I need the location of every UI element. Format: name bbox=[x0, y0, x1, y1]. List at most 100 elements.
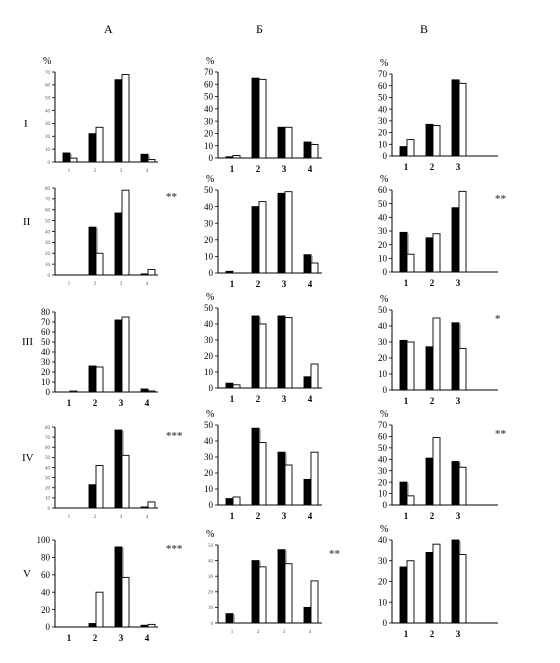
x-tick-label-б-i-2: 2 bbox=[256, 164, 261, 174]
y-tick-label-б-v-4: 40 bbox=[208, 559, 214, 564]
bar-в-iv-s2-c3 bbox=[458, 466, 467, 506]
bar-shade-в-ii-s1-c1 bbox=[407, 233, 409, 272]
x-tick-label-a-iii-2: 2 bbox=[93, 398, 98, 408]
x-tick-label-a-ii-4: 4 bbox=[146, 282, 149, 287]
column-header-b: Б bbox=[256, 22, 263, 36]
y-tick-label-a-iii-4: 40 bbox=[41, 347, 51, 357]
bar-б-i-s2-c1 bbox=[232, 155, 241, 159]
bar-б-iv-s2-c3 bbox=[284, 464, 293, 506]
bar-б-iii-s2-c1 bbox=[232, 384, 241, 389]
y-tick-label-в-iii-0: 0 bbox=[383, 385, 388, 395]
significance-в-iii: * bbox=[495, 313, 501, 325]
bar-б-v-s2-c3 bbox=[284, 563, 293, 624]
bar-б-iv-s1-c2 bbox=[251, 427, 260, 506]
bar-в-ii-s2-c3 bbox=[458, 190, 467, 273]
bar-в-i-s1-c2 bbox=[425, 123, 434, 157]
x-tick-label-a-iv-1: 1 bbox=[68, 515, 71, 520]
y-tick-label-б-iv-2: 20 bbox=[204, 468, 214, 478]
y-tick-label-a-iii-6: 60 bbox=[41, 327, 51, 337]
bar-в-ii-s1-c1 bbox=[399, 231, 408, 273]
bar-в-i-s2-c3 bbox=[458, 82, 467, 157]
x-tick-label-б-iii-4: 4 bbox=[308, 394, 313, 404]
bar-в-iv-s2-c1 bbox=[406, 495, 415, 506]
bar-б-v-s1-c2 bbox=[251, 560, 260, 624]
x-tick-label-в-iii-2: 2 bbox=[430, 396, 435, 406]
x-tick-label-a-v-3: 3 bbox=[119, 633, 124, 643]
x-tick-label-б-iv-3: 3 bbox=[282, 511, 287, 521]
y-tick-label-a-i-6: 60 bbox=[45, 84, 51, 89]
bar-б-v-s1-c3 bbox=[277, 549, 286, 624]
y-tick-label-a-ii-6: 60 bbox=[45, 209, 51, 214]
y-tick-label-в-v-3: 30 bbox=[378, 556, 388, 566]
y-tick-label-в-v-1: 10 bbox=[378, 597, 388, 607]
x-tick-label-a-i-2: 2 bbox=[94, 169, 97, 174]
bar-a-iii-s1-c4 bbox=[140, 388, 149, 393]
bar-б-iv-s1-c1 bbox=[225, 498, 234, 506]
y-tick-label-б-v-3: 30 bbox=[208, 575, 214, 580]
y-tick-label-б-i-2: 20 bbox=[204, 129, 214, 139]
y-tick-label-б-ii-5: 50 bbox=[204, 185, 214, 195]
bar-a-iv-s2-c3 bbox=[121, 454, 130, 509]
x-tick-label-в-ii-1: 1 bbox=[404, 278, 409, 288]
bar-б-i-s2-c3 bbox=[284, 126, 293, 159]
bar-a-iv-s2-c4 bbox=[147, 501, 156, 509]
y-tick-label-в-i-1: 10 bbox=[378, 139, 388, 149]
x-tick-label-a-ii-2: 2 bbox=[94, 282, 97, 287]
bar-в-iii-s1-c2 bbox=[425, 346, 434, 391]
bar-б-ii-s2-c3 bbox=[284, 191, 293, 274]
y-axis-label-б-v: % bbox=[206, 529, 214, 540]
x-tick-label-б-i-4: 4 bbox=[308, 164, 313, 174]
y-tick-label-в-i-4: 40 bbox=[378, 104, 388, 114]
x-tick-label-в-ii-2: 2 bbox=[430, 278, 435, 288]
y-tick-label-a-iii-0: 0 bbox=[46, 387, 51, 397]
y-tick-label-a-i-0: 0 bbox=[48, 161, 51, 166]
row-header-iv: IV bbox=[22, 452, 34, 464]
y-tick-label-б-ii-2: 20 bbox=[204, 235, 214, 245]
y-axis-label-в-iii: % bbox=[380, 294, 388, 305]
bar-a-v-s1-c4 bbox=[140, 624, 149, 628]
y-tick-label-в-ii-5: 50 bbox=[378, 199, 388, 209]
significance-a-v: *** bbox=[166, 543, 183, 555]
bar-б-v-s2-c2 bbox=[258, 566, 267, 624]
bar-a-i-s1-c2 bbox=[88, 133, 97, 163]
significance-в-iv: ** bbox=[495, 428, 507, 440]
y-tick-label-a-ii-1: 10 bbox=[45, 263, 51, 268]
x-tick-label-б-iii-2: 2 bbox=[256, 394, 261, 404]
y-tick-label-б-ii-1: 10 bbox=[204, 252, 214, 262]
y-tick-label-б-iv-0: 0 bbox=[209, 500, 214, 510]
bar-a-v-s1-c3 bbox=[114, 546, 123, 628]
y-tick-label-в-i-5: 50 bbox=[378, 93, 388, 103]
y-tick-label-б-iv-5: 50 bbox=[204, 420, 214, 430]
y-tick-label-в-i-0: 0 bbox=[383, 151, 388, 161]
bar-б-i-s2-c2 bbox=[258, 78, 267, 159]
x-tick-label-a-v-4: 4 bbox=[145, 633, 150, 643]
bar-a-v-s1-c2 bbox=[88, 623, 97, 628]
bar-б-iv-s2-c4 bbox=[310, 451, 319, 506]
bar-б-i-s1-c4 bbox=[303, 141, 312, 159]
y-tick-label-a-iii-5: 50 bbox=[41, 337, 51, 347]
bar-б-ii-s1-c1 bbox=[225, 270, 234, 274]
y-tick-label-б-i-0: 0 bbox=[209, 153, 214, 163]
y-tick-label-в-ii-3: 30 bbox=[378, 226, 388, 236]
y-tick-label-a-iii-2: 20 bbox=[41, 367, 51, 377]
y-tick-label-б-iii-5: 50 bbox=[204, 303, 214, 313]
y-tick-label-в-iii-4: 40 bbox=[378, 321, 388, 331]
y-tick-label-в-i-7: 70 bbox=[378, 69, 388, 79]
x-tick-label-a-iii-3: 3 bbox=[119, 398, 124, 408]
x-tick-label-б-iv-1: 1 bbox=[230, 511, 235, 521]
bar-a-i-s2-c3 bbox=[121, 74, 130, 163]
y-tick-label-a-i-1: 10 bbox=[45, 148, 51, 153]
y-tick-label-в-ii-1: 10 bbox=[378, 253, 388, 263]
y-tick-label-в-iv-2: 20 bbox=[378, 477, 388, 487]
bar-б-iii-s2-c3 bbox=[284, 317, 293, 389]
x-tick-label-б-v-3: 3 bbox=[283, 630, 286, 635]
bar-shade-в-iv-s1-c1 bbox=[407, 483, 409, 505]
bar-в-i-s1-c3 bbox=[451, 79, 460, 157]
bar-в-v-s2-c1 bbox=[406, 560, 415, 624]
x-tick-label-a-v-1: 1 bbox=[67, 633, 72, 643]
y-tick-label-в-v-2: 20 bbox=[378, 577, 388, 587]
x-tick-label-в-ii-3: 3 bbox=[456, 278, 461, 288]
bar-б-v-s2-c4 bbox=[310, 580, 319, 624]
bar-б-ii-s2-c4 bbox=[310, 262, 319, 274]
